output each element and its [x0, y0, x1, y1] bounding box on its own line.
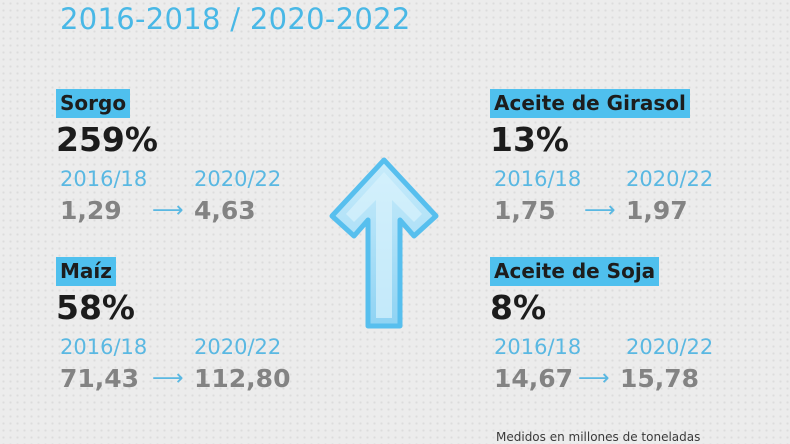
- right-arrow-icon: ⟶: [584, 198, 616, 223]
- product-badge: Aceite de Girasol: [490, 89, 690, 118]
- years-row: 2016/18 2020/22: [56, 334, 316, 364]
- value-end: 112,80: [194, 364, 291, 393]
- values-row: 71,43 ⟶ 112,80: [56, 364, 316, 394]
- stat-block-maiz: Maíz 58% 2016/18 2020/22 71,43 ⟶ 112,80: [56, 257, 316, 394]
- value-end: 1,97: [626, 196, 688, 225]
- percent-change: 259%: [56, 120, 158, 159]
- value-start: 1,75: [494, 196, 556, 225]
- year-end-label: 2020/22: [194, 335, 282, 359]
- years-row: 2016/18 2020/22: [56, 166, 316, 196]
- product-badge: Aceite de Soja: [490, 257, 660, 286]
- year-end-label: 2020/22: [626, 335, 714, 359]
- value-start: 71,43: [60, 364, 140, 393]
- percent-change: 8%: [490, 288, 547, 327]
- year-end-label: 2020/22: [194, 167, 282, 191]
- right-arrow-icon: ⟶: [152, 198, 184, 223]
- year-start-label: 2016/18: [494, 335, 582, 359]
- footnote: Medidos en millones de toneladas: [496, 430, 701, 444]
- value-start: 14,67: [494, 364, 574, 393]
- year-start-label: 2016/18: [60, 167, 148, 191]
- right-arrow-icon: ⟶: [152, 366, 184, 391]
- values-row: 1,75 ⟶ 1,97: [490, 196, 770, 226]
- value-start: 1,29: [60, 196, 122, 225]
- stat-block-sorgo: Sorgo 259% 2016/18 2020/22 1,29 ⟶ 4,63: [56, 89, 316, 226]
- values-row: 1,29 ⟶ 4,63: [56, 196, 316, 226]
- product-badge: Sorgo: [56, 89, 131, 118]
- percent-change: 13%: [490, 120, 569, 159]
- stat-block-aceite-soja: Aceite de Soja 8% 2016/18 2020/22 14,67 …: [490, 257, 770, 394]
- percent-change: 58%: [56, 288, 135, 327]
- stat-block-aceite-girasol: Aceite de Girasol 13% 2016/18 2020/22 1,…: [490, 89, 770, 226]
- header-title: 2016-2018 / 2020-2022: [60, 2, 411, 36]
- value-end: 15,78: [620, 364, 700, 393]
- value-end: 4,63: [194, 196, 256, 225]
- years-row: 2016/18 2020/22: [490, 166, 770, 196]
- year-start-label: 2016/18: [494, 167, 582, 191]
- up-arrow-icon: [329, 157, 439, 329]
- years-row: 2016/18 2020/22: [490, 334, 770, 364]
- year-end-label: 2020/22: [626, 167, 714, 191]
- product-badge: Maíz: [56, 257, 116, 286]
- values-row: 14,67 ⟶ 15,78: [490, 364, 770, 394]
- right-arrow-icon: ⟶: [578, 366, 610, 391]
- year-start-label: 2016/18: [60, 335, 148, 359]
